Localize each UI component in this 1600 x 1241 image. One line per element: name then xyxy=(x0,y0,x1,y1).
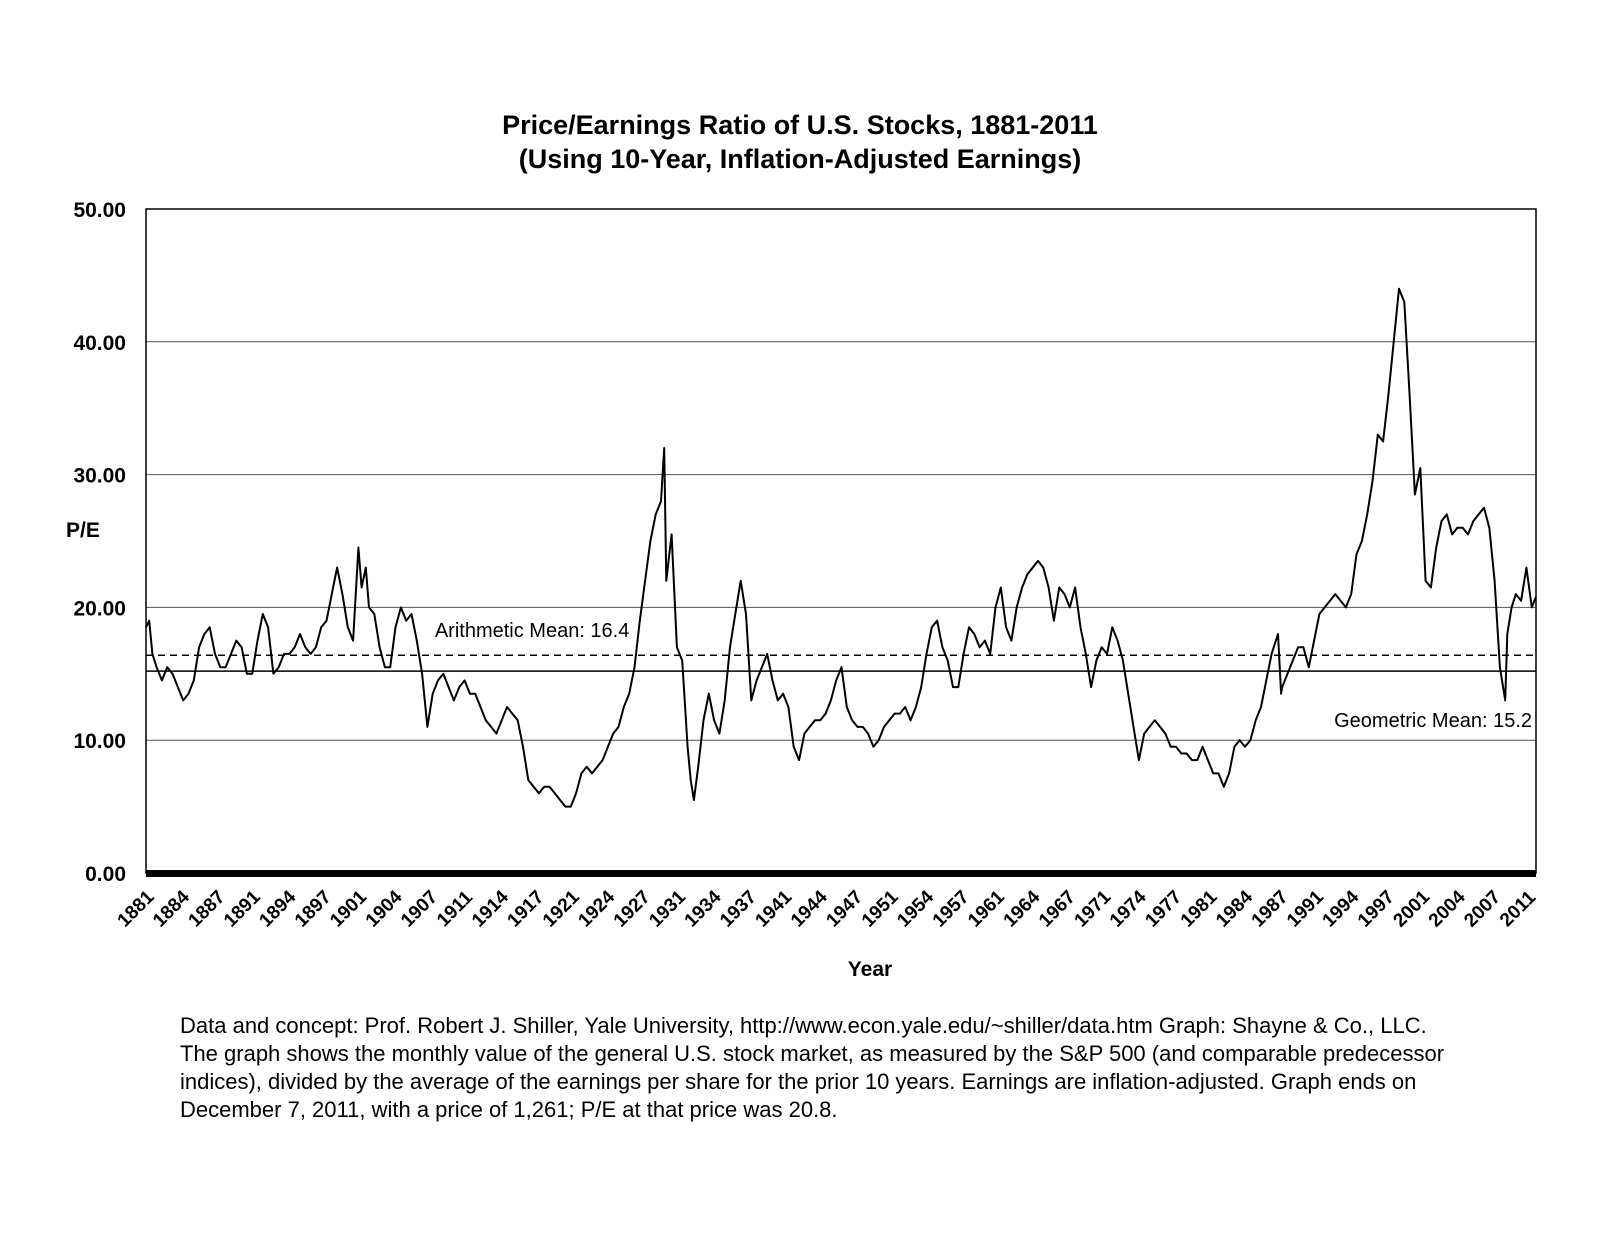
x-tick-label: 1881 xyxy=(114,886,159,931)
x-axis-ticks: 1881188418871891189418971901190419071911… xyxy=(114,886,1541,931)
y-tick-label: 50.00 xyxy=(73,199,126,222)
x-tick-label: 2004 xyxy=(1425,886,1470,931)
gridlines xyxy=(146,341,1536,741)
x-tick-label: 1967 xyxy=(1035,887,1080,932)
x-tick-label: 1927 xyxy=(610,887,655,932)
footnote-line: Data and concept: Prof. Robert J. Shille… xyxy=(180,1013,1427,1038)
x-tick-label: 1914 xyxy=(468,886,513,931)
x-tick-label: 2007 xyxy=(1460,887,1505,932)
x-tick-label: 2011 xyxy=(1496,887,1540,931)
x-tick-label: 1984 xyxy=(1212,886,1257,931)
x-tick-label: 1931 xyxy=(645,886,690,931)
x-tick-label: 1951 xyxy=(858,886,903,931)
y-tick-label: 0.00 xyxy=(85,863,126,886)
x-tick-label: 1937 xyxy=(716,887,761,932)
x-tick-label: 1917 xyxy=(504,887,549,932)
plot-area-frame xyxy=(145,208,1537,874)
x-tick-label: 1987 xyxy=(1248,887,1293,932)
x-tick-label: 1994 xyxy=(1319,886,1364,931)
x-axis-label: Year xyxy=(848,958,892,981)
x-tick-label: 1891 xyxy=(220,886,265,931)
x-tick-label: 1991 xyxy=(1283,886,1328,931)
x-tick-label: 1971 xyxy=(1071,886,1116,931)
x-tick-label: 1887 xyxy=(185,887,230,932)
x-axis-baseline xyxy=(146,870,1536,877)
x-tick-label: 2001 xyxy=(1389,886,1434,931)
x-tick-label: 1957 xyxy=(929,887,974,932)
series-line-pe xyxy=(145,287,1537,808)
x-tick-label: 1924 xyxy=(574,886,619,931)
x-tick-label: 1894 xyxy=(255,886,300,931)
x-tick-label: 1884 xyxy=(149,886,194,931)
x-tick-label: 1904 xyxy=(362,886,407,931)
chart-title: Price/Earnings Ratio of U.S. Stocks, 188… xyxy=(502,110,1098,140)
x-tick-label: 1947 xyxy=(822,887,867,932)
x-tick-label: 1944 xyxy=(787,886,832,931)
x-tick-label: 1977 xyxy=(1141,887,1186,932)
y-tick-label: 10.00 xyxy=(73,730,126,753)
x-tick-label: 1981 xyxy=(1177,886,1222,931)
x-tick-label: 1974 xyxy=(1106,886,1151,931)
x-tick-label: 1934 xyxy=(681,886,726,931)
x-tick-label: 1907 xyxy=(397,887,442,932)
x-tick-label: 1901 xyxy=(326,886,371,931)
footnote: Data and concept: Prof. Robert J. Shille… xyxy=(180,1012,1560,1124)
arithmetic-mean-label: Arithmetic Mean: 16.4 xyxy=(435,620,630,642)
footnote-line: The graph shows the monthly value of the… xyxy=(180,1041,1445,1066)
x-tick-label: 1921 xyxy=(539,886,584,931)
footnote-line: December 7, 2011, with a price of 1,261;… xyxy=(180,1097,838,1122)
x-tick-label: 1897 xyxy=(291,887,336,932)
x-tick-label: 1911 xyxy=(433,887,477,931)
footnote-line: indices), divided by the average of the … xyxy=(180,1069,1417,1094)
y-tick-label: 30.00 xyxy=(73,465,126,488)
chart-title-block: Price/Earnings Ratio of U.S. Stocks, 188… xyxy=(0,108,1600,176)
chart-subtitle: (Using 10-Year, Inflation-Adjusted Earni… xyxy=(518,144,1082,174)
y-tick-label: 40.00 xyxy=(73,332,126,355)
y-tick-label: 20.00 xyxy=(73,597,126,620)
x-tick-label: 1954 xyxy=(893,886,938,931)
y-axis-ticks: 0.00 10.00 20.00 30.00 40.00 50.00 xyxy=(73,199,126,886)
y-axis-label: P/E xyxy=(66,519,100,542)
reference-lines: Arithmetic Mean: 16.4 Geometric Mean: 15.… xyxy=(146,620,1536,732)
x-tick-label: 1964 xyxy=(1000,886,1045,931)
x-tick-label: 1961 xyxy=(964,886,1009,931)
geometric-mean-label: Geometric Mean: 15.2 xyxy=(1334,710,1532,732)
x-tick-label: 1941 xyxy=(752,886,797,931)
x-tick-label: 1997 xyxy=(1354,887,1399,932)
